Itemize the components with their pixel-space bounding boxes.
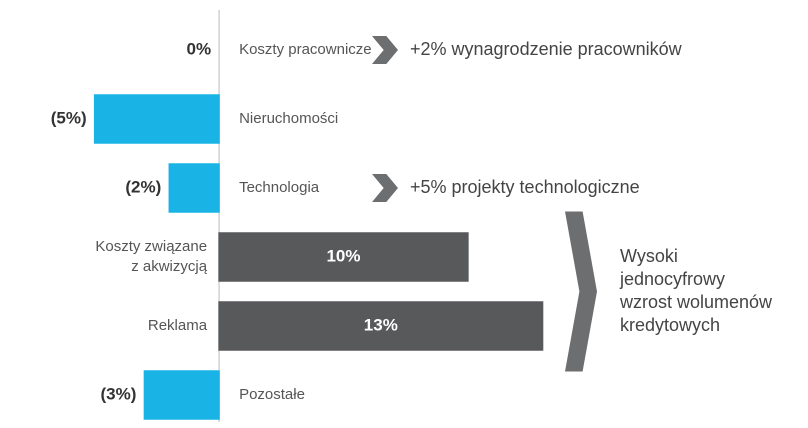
category-label: Technologia — [239, 179, 320, 196]
value-label: 0% — [186, 39, 211, 58]
chevron-large — [565, 211, 597, 372]
annotation: +5% projekty technologiczne — [410, 177, 640, 197]
bar — [218, 301, 544, 351]
value-label: (2%) — [125, 177, 161, 196]
chevron — [372, 36, 398, 64]
chevron — [372, 174, 398, 202]
value-label: (3%) — [101, 384, 137, 403]
category-label: Koszty pracownicze — [239, 41, 372, 58]
value-label: 13% — [364, 315, 398, 334]
bar — [93, 94, 220, 144]
annotation: Wysoki jednocyfrowy wzrost wolumenów kredyt… — [619, 246, 773, 335]
category-label: Reklama — [148, 317, 208, 334]
bar — [168, 163, 220, 213]
category-label: Koszty związane z akwizycją — [95, 238, 207, 275]
bar — [143, 370, 220, 420]
value-label: (5%) — [51, 108, 87, 127]
annotation: +2% wynagrodzenie pracowników — [410, 39, 683, 59]
bar — [218, 232, 469, 282]
value-label: 10% — [326, 246, 360, 265]
category-label: Pozostałe — [239, 386, 305, 403]
category-label: Nieruchomości — [239, 110, 338, 127]
